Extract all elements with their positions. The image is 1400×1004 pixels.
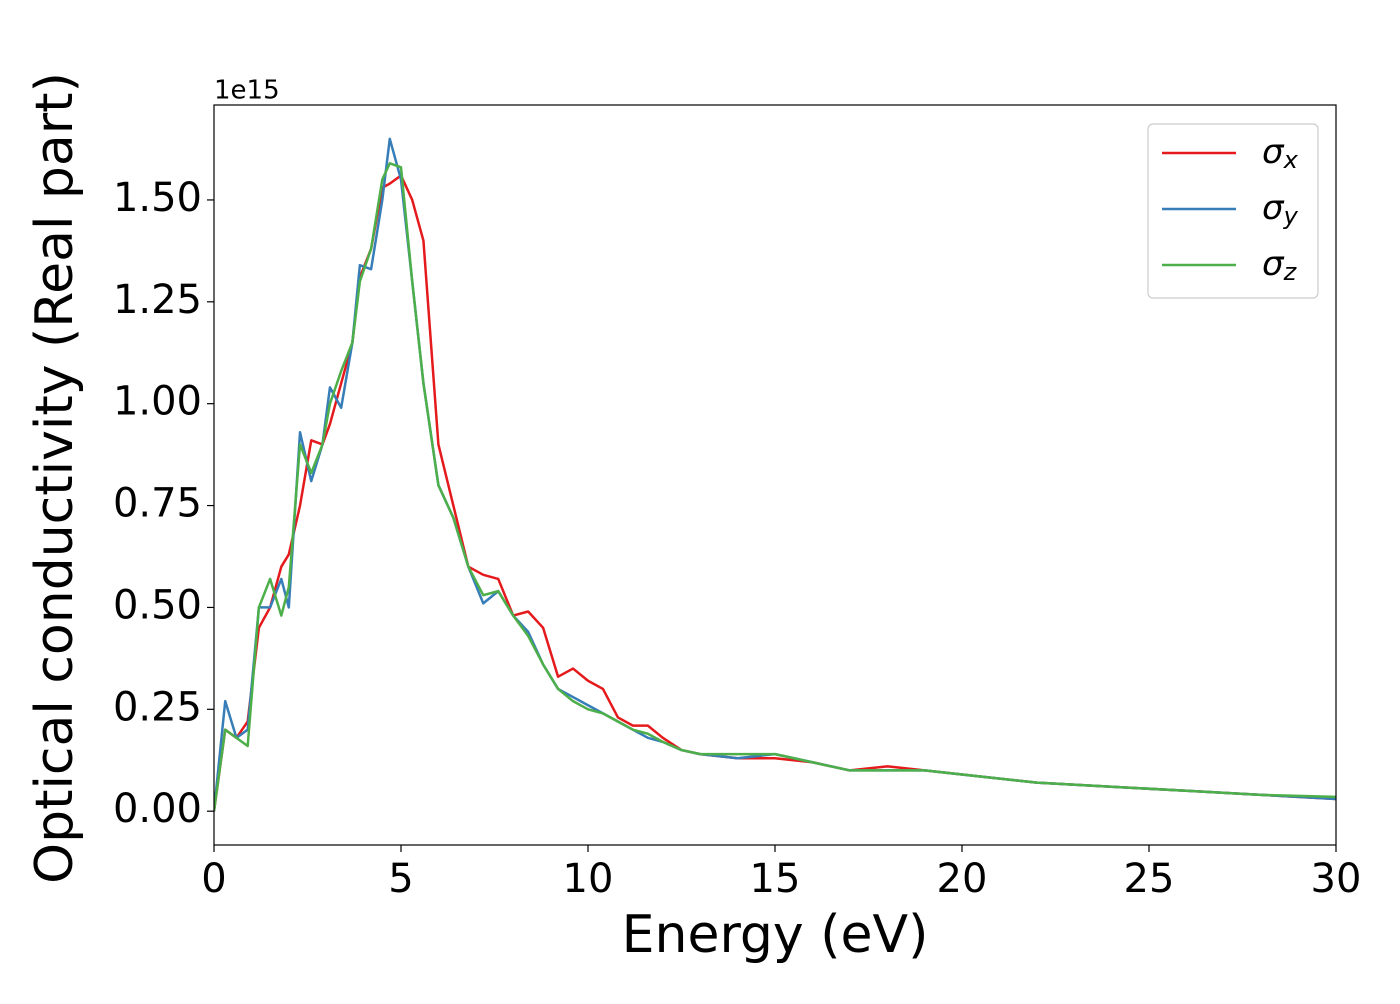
y-tick-label: 0.00 xyxy=(113,786,202,832)
x-tick-label: 20 xyxy=(937,856,988,902)
legend-label: σx xyxy=(1262,132,1299,175)
legend-box xyxy=(1147,123,1319,299)
x-tick-label: 0 xyxy=(201,856,226,902)
legend-label: σz xyxy=(1262,244,1298,287)
plot-frame xyxy=(213,104,1337,846)
y-tick-label: 0.50 xyxy=(113,582,202,628)
y-tick-label: 1.50 xyxy=(113,175,202,221)
x-tick-label: 15 xyxy=(750,856,801,902)
x-axis-label: Energy (eV) xyxy=(622,905,929,965)
y-tick-label: 1.00 xyxy=(113,379,202,425)
x-tick-label: 30 xyxy=(1311,856,1362,902)
y-axis-label: Optical conductivity (Real part) xyxy=(25,72,85,884)
y-tick-label: 0.75 xyxy=(113,481,202,527)
x-tick-label: 10 xyxy=(563,856,614,902)
legend-label: σy xyxy=(1262,188,1299,231)
y-tick-label: 1.25 xyxy=(113,277,202,323)
plot xyxy=(214,137,1336,812)
y-offset-label: 1e15 xyxy=(214,76,280,106)
series-line xyxy=(214,162,1336,812)
x-tick-label: 25 xyxy=(1124,856,1175,902)
y-tick-label: 0.25 xyxy=(113,684,202,730)
x-tick-label: 5 xyxy=(388,856,413,902)
